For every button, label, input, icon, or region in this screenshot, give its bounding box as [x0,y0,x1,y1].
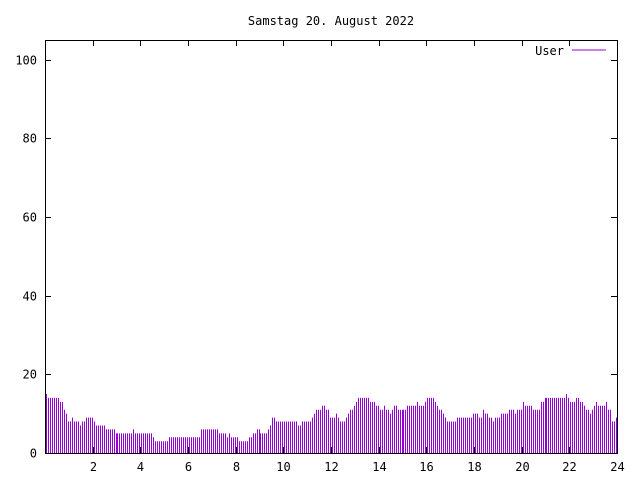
x-tick-label: 6 [185,460,192,474]
legend-label-user: User [535,44,564,58]
plot-frame [45,40,618,454]
y-tick-label: 40 [23,290,37,304]
series-user-bars [46,394,617,453]
chart-title: Samstag 20. August 2022 [248,14,414,28]
x-tick-label: 4 [137,460,144,474]
x-tick-label: 14 [372,460,386,474]
chart-legend: User [535,44,606,58]
x-tick-label: 18 [467,460,481,474]
x-tick-label: 16 [419,460,433,474]
y-tick-label: 80 [23,132,37,146]
x-tick-label: 8 [233,460,240,474]
x-tick-label: 10 [276,460,290,474]
x-tick-label: 24 [610,460,624,474]
y-tick-label: 60 [23,211,37,225]
x-tick-label: 22 [562,460,576,474]
x-tick-label: 2 [90,460,97,474]
x-tick-label: 12 [324,460,338,474]
x-tick-label: 20 [515,460,529,474]
y-tick-label: 100 [15,54,37,68]
y-tick-label: 0 [30,447,37,461]
y-tick-label: 20 [23,368,37,382]
